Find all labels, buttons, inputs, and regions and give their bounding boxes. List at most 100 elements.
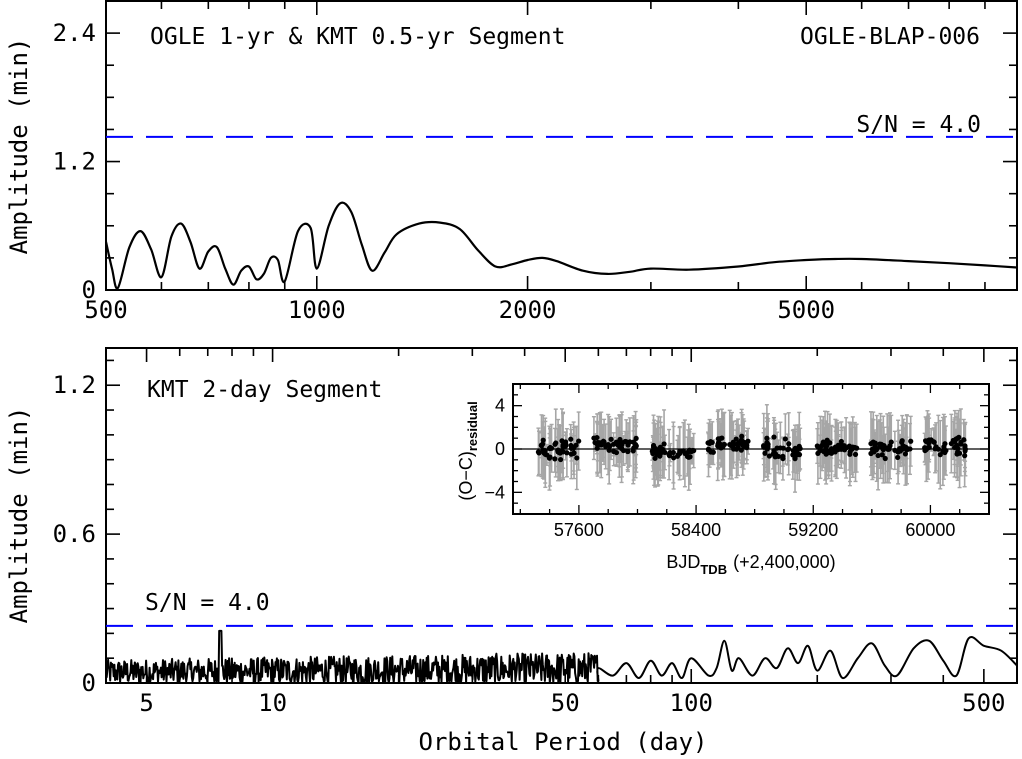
data-point xyxy=(786,441,792,447)
data-point xyxy=(922,445,928,451)
x-tick-label: 100 xyxy=(670,689,713,717)
data-point xyxy=(610,441,617,447)
data-point xyxy=(760,443,767,449)
data-point xyxy=(790,452,796,458)
x-tick-label: 5 xyxy=(139,689,153,717)
data-point xyxy=(908,438,914,444)
data-point xyxy=(762,450,768,456)
data-point xyxy=(625,448,631,455)
data-point xyxy=(907,446,913,452)
data-point xyxy=(542,451,548,457)
inset-data-points xyxy=(535,433,968,463)
data-point xyxy=(764,440,770,446)
top-y-tick-labels: 0 1.2 2.4 xyxy=(53,19,96,304)
data-point xyxy=(560,442,566,448)
top-x-tick-labels: 500 1000 2000 5000 xyxy=(84,296,835,324)
data-point xyxy=(677,451,683,457)
data-point xyxy=(786,446,792,452)
data-point xyxy=(962,453,968,459)
top-periodogram-panel: 500 1000 2000 5000 0 1.2 2.4 OGLE 1-yr & KMT … xyxy=(5,0,1018,324)
data-point xyxy=(882,455,888,462)
inset-y-axis-label: (O−C)residual xyxy=(456,401,480,500)
data-point xyxy=(535,449,542,455)
data-point xyxy=(780,455,786,462)
data-point xyxy=(594,434,600,441)
x-axis-label: Orbital Period (day) xyxy=(419,728,708,756)
data-point xyxy=(616,443,622,449)
data-point xyxy=(958,441,964,447)
data-point xyxy=(738,437,745,443)
data-point xyxy=(613,449,620,456)
inset-y-tick-labels: −4 0 4 xyxy=(484,396,505,503)
data-point xyxy=(547,454,553,460)
data-point xyxy=(633,435,639,442)
data-point xyxy=(688,448,694,455)
data-point xyxy=(552,456,558,462)
data-point xyxy=(932,446,938,452)
data-point xyxy=(888,439,894,445)
data-point xyxy=(877,443,884,449)
data-point xyxy=(553,440,559,446)
bottom-plot-frame xyxy=(105,347,1018,684)
data-point xyxy=(608,436,614,442)
data-point xyxy=(603,443,609,450)
bottom-threshold-label: S/N = 4.0 xyxy=(145,590,270,616)
x-tick-label: 500 xyxy=(962,689,1005,717)
data-point xyxy=(568,445,575,452)
inset-x-tick-labels: 57600 58400 59200 60000 xyxy=(554,520,956,540)
data-point xyxy=(741,441,747,447)
data-point xyxy=(622,438,628,445)
x-tick-label: 10 xyxy=(258,689,287,717)
inset-x-tick-label: 60000 xyxy=(905,520,955,540)
inset-x-tick-label: 59200 xyxy=(788,520,838,540)
data-point xyxy=(718,445,724,451)
top-panel-title: OGLE 1-yr & KMT 0.5-yr Segment xyxy=(150,24,565,50)
data-point xyxy=(775,453,782,460)
data-point xyxy=(576,438,582,444)
data-point xyxy=(796,445,802,451)
data-point xyxy=(739,433,745,439)
bottom-y-tick-labels: 0 0.6 1.2 xyxy=(53,371,96,697)
data-point xyxy=(956,434,962,440)
data-point xyxy=(573,442,579,448)
data-point xyxy=(707,440,713,446)
data-point xyxy=(868,450,874,457)
inset-x-tick-label: 58400 xyxy=(671,520,721,540)
x-tick-label: 1000 xyxy=(288,296,346,324)
top-axis-ticks xyxy=(105,0,1018,291)
data-point xyxy=(745,438,751,444)
data-point xyxy=(931,439,937,445)
data-point xyxy=(852,451,859,458)
data-point xyxy=(660,449,666,455)
data-point xyxy=(950,437,956,444)
data-point xyxy=(568,451,574,457)
data-point xyxy=(923,438,929,444)
data-point xyxy=(780,445,786,451)
data-point xyxy=(540,437,546,443)
oc-residual-inset: 57600 58400 59200 60000 −4 0 4 BJDTDB (+2,400,… xyxy=(456,383,990,577)
bottom-panel-title: KMT 2-day Segment xyxy=(147,377,382,403)
data-point xyxy=(875,452,881,459)
top-plot-frame xyxy=(105,0,1018,291)
inset-axis-ticks xyxy=(513,383,990,515)
data-point xyxy=(670,449,676,456)
data-point xyxy=(827,440,833,446)
data-point xyxy=(771,434,777,440)
data-point xyxy=(661,441,667,447)
inset-y-tick-label: −4 xyxy=(484,482,505,502)
top-y-axis-label: Amplitude (min) xyxy=(5,38,33,255)
top-threshold-label: S/N = 4.0 xyxy=(856,112,981,138)
data-point xyxy=(926,444,932,450)
data-point xyxy=(900,443,907,449)
data-point xyxy=(548,445,555,451)
data-point xyxy=(559,438,565,444)
data-point xyxy=(955,449,961,455)
y-tick-label: 2.4 xyxy=(53,19,96,47)
data-point xyxy=(940,448,946,455)
data-point xyxy=(687,454,693,460)
y-tick-label: 0.6 xyxy=(53,520,96,548)
data-point xyxy=(843,445,849,451)
data-point xyxy=(794,449,800,456)
data-point xyxy=(766,453,772,459)
